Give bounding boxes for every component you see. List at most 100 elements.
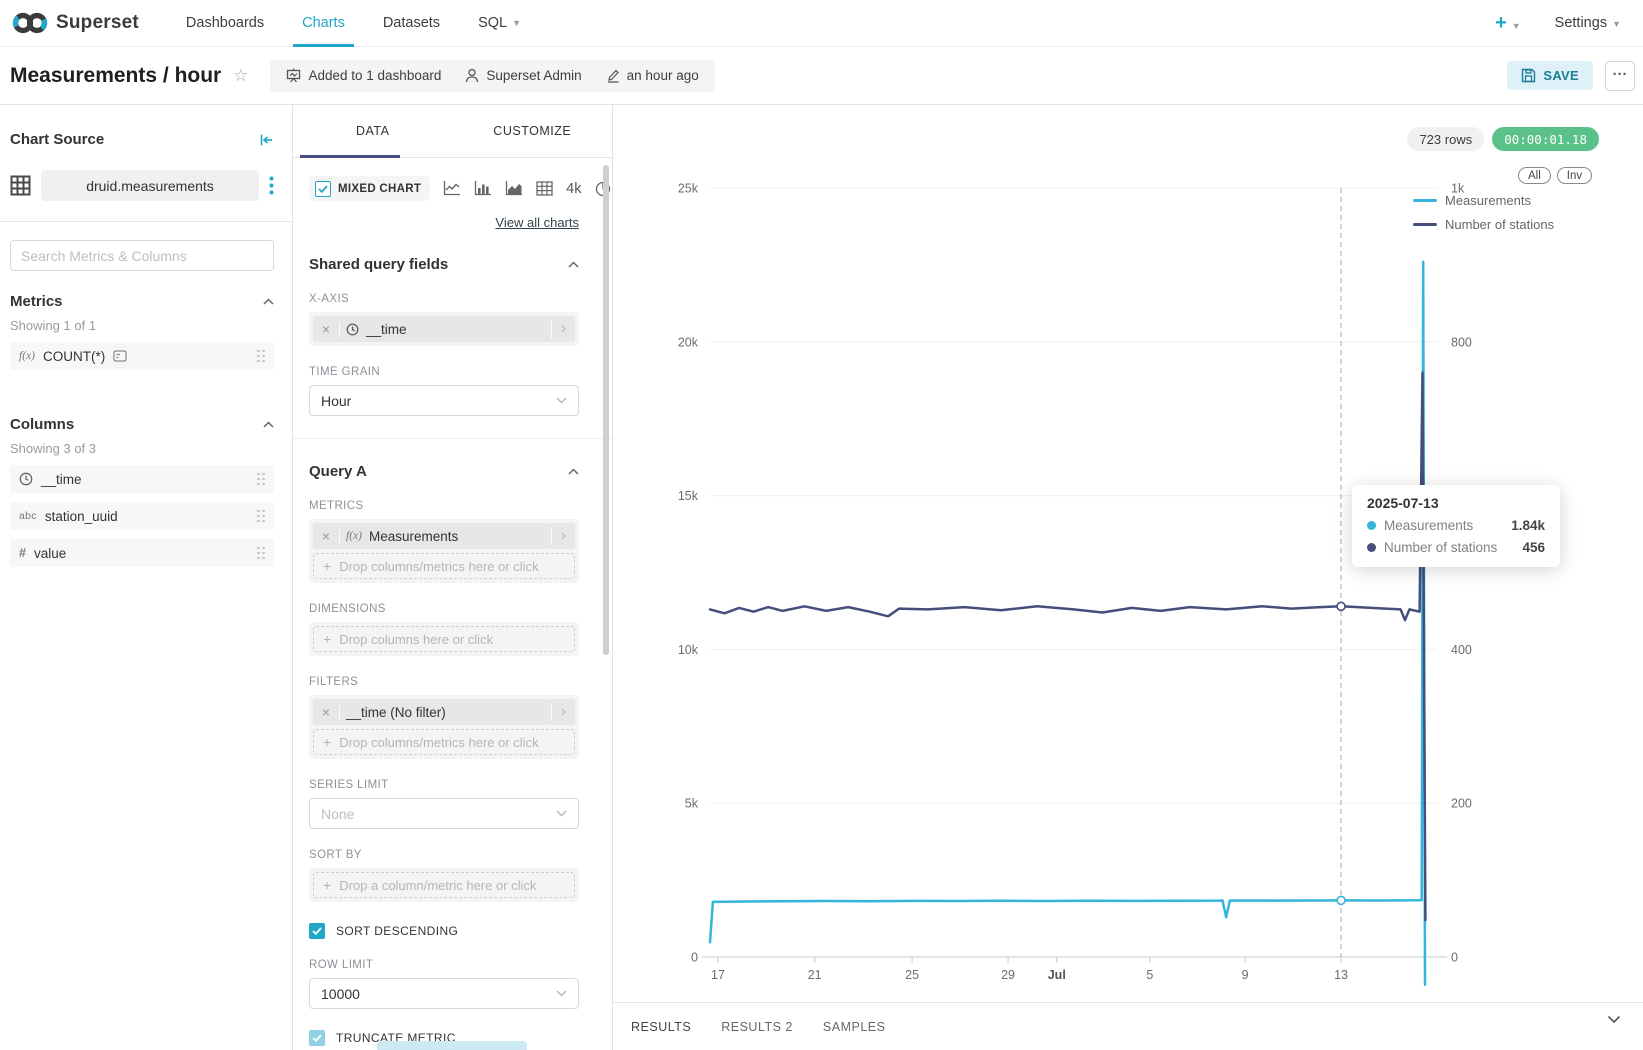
legend-item-number-of-stations[interactable]: Number of stations	[1413, 217, 1592, 232]
nav-dashboards[interactable]: Dashboards	[185, 15, 265, 31]
last-modified[interactable]: an hour ago	[606, 68, 699, 83]
chart-owner[interactable]: Superset Admin	[465, 68, 582, 83]
tab-results-2[interactable]: RESULTS 2	[721, 1019, 793, 1034]
function-icon: f(x)	[346, 530, 362, 542]
query-timer-badge: 00:00:01.18	[1492, 127, 1599, 151]
favorite-star-icon[interactable]: ☆	[233, 65, 249, 85]
big-number-icon[interactable]: 4k	[566, 180, 582, 197]
tab-customize[interactable]: CUSTOMIZE	[493, 124, 572, 138]
drag-handle-icon[interactable]	[257, 472, 265, 486]
svg-text:5k: 5k	[685, 797, 699, 811]
remove-icon[interactable]: ×	[321, 528, 331, 544]
x-axis-label: X-AXIS	[309, 293, 350, 305]
sort-descending-checkbox[interactable]: SORT DESCENDING	[309, 923, 579, 939]
svg-text:15k: 15k	[678, 489, 699, 503]
metrics-dropzone[interactable]: + Drop columns/metrics here or click	[313, 553, 575, 579]
dataset-options-kebab-icon[interactable]	[269, 176, 274, 195]
superset-logo	[12, 12, 48, 34]
line-chart-icon[interactable]	[443, 181, 461, 196]
row-limit-select[interactable]: 10000	[309, 978, 579, 1009]
tab-samples[interactable]: SAMPLES	[822, 1019, 886, 1034]
dimensions-dropzone[interactable]: + Drop columns here or click	[313, 626, 575, 652]
series-limit-select[interactable]: None	[309, 798, 579, 829]
sort-by-dropzone[interactable]: + Drop a column/metric here or click	[313, 872, 575, 898]
added-to-dashboard[interactable]: Added to 1 dashboard	[286, 68, 441, 83]
mixed-timeseries-chart[interactable]: 0 5k 10k 15k 20k 25k 0 200 400 800 1k 17 21 25 29 Jul 5 9…	[613, 105, 1643, 1002]
metric-details-icon	[113, 350, 127, 362]
collapse-results-icon[interactable]	[1607, 1015, 1621, 1024]
bar-chart-icon[interactable]	[474, 181, 492, 196]
legend-item-measurements[interactable]: Measurements	[1413, 193, 1592, 208]
text-type-icon: abc	[19, 510, 37, 522]
expand-icon[interactable]: ›	[551, 320, 575, 338]
row-count-badge: 723 rows	[1407, 127, 1485, 151]
save-icon	[1522, 68, 1536, 83]
superset-brand[interactable]: Superset	[12, 10, 139, 36]
svg-text:5: 5	[1146, 968, 1153, 982]
columns-showing-count: Showing 3 of 3	[10, 441, 97, 456]
metric-item-count[interactable]: f(x) COUNT(*)	[10, 342, 274, 370]
nav-datasets[interactable]: Datasets	[382, 15, 441, 31]
results-pane: RESULTS RESULTS 2 SAMPLES	[613, 1002, 1643, 1050]
metric-field-measurements[interactable]: × f(x) Measurements ›	[313, 523, 575, 549]
nav-charts[interactable]: Charts	[283, 0, 364, 47]
chevron-up-icon[interactable]	[263, 298, 274, 305]
chart-area: 723 rows 00:00:01.18 0 5k 10k 15k 20k 25k 0 200…	[613, 105, 1643, 1050]
column-item-station-uuid[interactable]: abc station_uuid	[10, 502, 274, 530]
x-axis-field[interactable]: × __time ›	[313, 316, 575, 342]
legend-all-button[interactable]: All	[1518, 167, 1551, 184]
svg-text:0: 0	[691, 951, 698, 965]
collapse-panel-icon[interactable]	[259, 133, 274, 147]
drag-handle-icon[interactable]	[257, 546, 265, 560]
svg-text:29: 29	[1001, 968, 1015, 982]
new-item-button[interactable]: + ▼	[1495, 11, 1521, 34]
svg-text:0: 0	[1451, 951, 1458, 965]
chevron-down-icon: ▼	[512, 18, 521, 28]
tab-data[interactable]: DATA	[356, 124, 390, 138]
svg-text:20k: 20k	[678, 335, 699, 349]
metrics-section-title: Metrics	[10, 293, 63, 310]
series-limit-label: SERIES LIMIT	[309, 779, 389, 791]
clock-icon	[346, 323, 359, 335]
metrics-label: METRICS	[309, 500, 364, 512]
settings-menu[interactable]: Settings ▼	[1554, 15, 1621, 31]
chart-header: Measurements / hour ☆ Added to 1 dashboa…	[0, 47, 1643, 105]
area-chart-icon[interactable]	[505, 181, 523, 196]
search-metrics-columns-input[interactable]	[10, 240, 274, 271]
svg-text:13: 13	[1334, 968, 1348, 982]
chevron-up-icon[interactable]	[568, 468, 579, 475]
more-actions-button[interactable]: ···	[1605, 60, 1635, 91]
panel-scrollbar[interactable]	[603, 165, 609, 655]
filters-dropzone[interactable]: + Drop columns/metrics here or click	[313, 729, 575, 755]
bottom-button-partial[interactable]	[377, 1041, 527, 1050]
column-item-time[interactable]: __time	[10, 465, 274, 493]
tab-results[interactable]: RESULTS	[631, 1019, 692, 1034]
series-dot	[1367, 521, 1376, 530]
view-all-charts-link[interactable]: View all charts	[495, 215, 579, 230]
drag-handle-icon[interactable]	[257, 509, 265, 523]
columns-section-title: Columns	[10, 416, 75, 433]
drag-handle-icon[interactable]	[257, 349, 265, 363]
save-button[interactable]: SAVE	[1507, 61, 1593, 90]
time-grain-label: TIME GRAIN	[309, 366, 381, 378]
legend-inv-button[interactable]: Inv	[1556, 167, 1593, 184]
column-item-value[interactable]: # value	[10, 539, 274, 567]
dataset-name[interactable]: druid.measurements	[41, 170, 259, 201]
checkbox-checked-icon	[309, 1030, 325, 1046]
remove-icon[interactable]: ×	[321, 321, 331, 337]
expand-icon[interactable]: ›	[551, 527, 575, 545]
chevron-down-icon	[556, 397, 567, 404]
time-grain-select[interactable]: Hour	[309, 385, 579, 416]
nav-sql[interactable]: SQL ▼	[478, 15, 521, 31]
dashboard-icon	[287, 68, 301, 83]
chevron-up-icon[interactable]	[263, 421, 274, 428]
svg-text:800: 800	[1451, 335, 1472, 349]
filter-field-time[interactable]: × __time (No filter) ›	[313, 699, 575, 725]
table-icon[interactable]	[536, 181, 553, 196]
remove-icon[interactable]: ×	[321, 704, 331, 720]
viz-type-mixed-chart[interactable]: MIXED CHART	[309, 176, 431, 201]
plus-icon: +	[323, 631, 332, 647]
expand-icon[interactable]: ›	[551, 703, 575, 721]
chevron-down-icon: ▼	[1612, 19, 1621, 29]
chevron-up-icon[interactable]	[568, 261, 579, 268]
